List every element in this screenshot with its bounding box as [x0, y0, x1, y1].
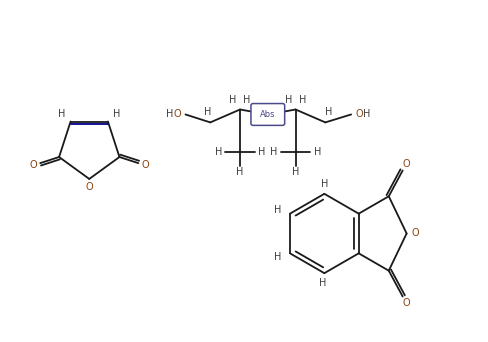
Text: H: H [291, 167, 299, 177]
Text: H: H [318, 278, 325, 288]
Text: H: H [324, 107, 331, 118]
Text: H: H [243, 95, 250, 105]
Text: O: O [30, 160, 38, 170]
Text: H: H [214, 147, 222, 157]
Text: O: O [85, 182, 93, 192]
Text: H: H [203, 107, 210, 118]
Text: O: O [141, 160, 148, 170]
Text: O: O [354, 109, 362, 119]
Text: H: H [363, 109, 370, 119]
Text: H: H [58, 108, 65, 119]
Text: O: O [173, 109, 181, 119]
Text: H: H [269, 147, 277, 157]
Text: H: H [165, 109, 173, 119]
Text: Abs: Abs [260, 110, 275, 119]
Text: H: H [320, 179, 327, 189]
Text: H: H [229, 95, 236, 105]
Text: O: O [402, 159, 409, 169]
Text: H: H [113, 108, 121, 119]
Text: O: O [411, 228, 419, 238]
FancyBboxPatch shape [250, 104, 284, 126]
Text: H: H [285, 95, 292, 105]
Text: H: H [298, 95, 305, 105]
Text: H: H [313, 147, 321, 157]
Text: H: H [236, 167, 243, 177]
Text: H: H [258, 147, 265, 157]
Text: O: O [402, 299, 409, 308]
Text: H: H [274, 252, 281, 262]
Text: H: H [274, 205, 281, 215]
